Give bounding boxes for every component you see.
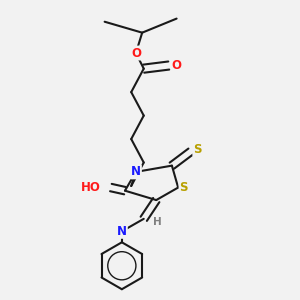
Text: N: N [131,165,141,178]
Text: S: S [179,181,188,194]
Text: HO: HO [81,181,101,194]
Text: H: H [153,217,162,227]
Text: N: N [117,225,127,238]
Text: S: S [193,142,202,156]
Text: O: O [131,46,141,59]
Text: O: O [172,59,182,72]
